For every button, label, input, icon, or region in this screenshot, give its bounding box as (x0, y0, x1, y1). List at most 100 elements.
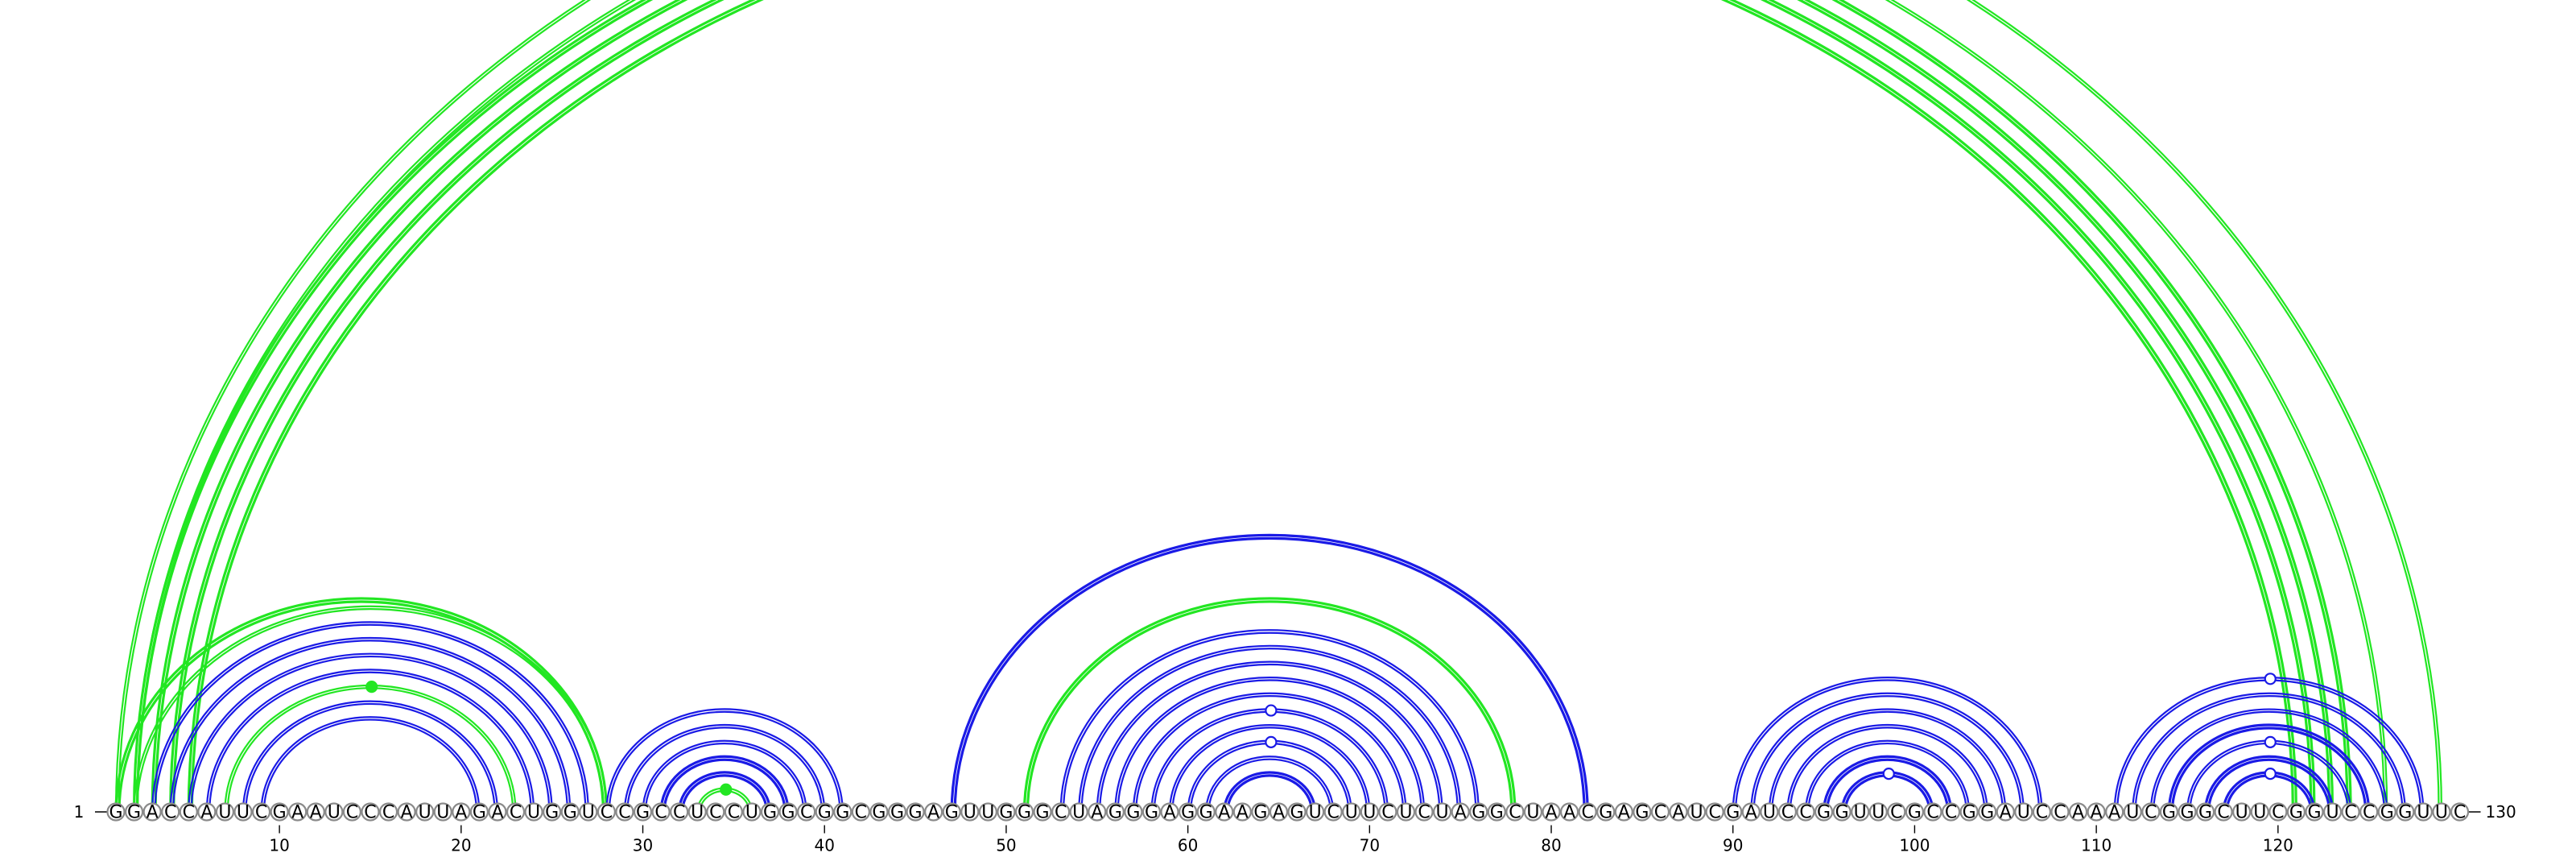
arc-stroke (2134, 695, 2404, 813)
nucleotide-letter: A (2108, 803, 2120, 823)
base-pair-arc (1096, 660, 1443, 813)
arc-stroke (133, 0, 2388, 813)
nucleotide: C (179, 802, 198, 823)
arc-stroke (2149, 708, 2388, 813)
nucleotide-letter: C (510, 803, 522, 823)
nucleotide-letter: C (1799, 803, 1811, 823)
arc-stroke (644, 742, 805, 813)
arc-marker (1882, 768, 1895, 780)
arc-stroke (1171, 727, 1368, 813)
arc-stroke (623, 723, 826, 813)
nucleotide-circle (1433, 802, 1452, 822)
arc-stroke (132, 0, 2352, 813)
nucleotide: A (142, 802, 162, 823)
nucleotide: C (597, 802, 616, 823)
nucleotide: G (1469, 802, 1488, 823)
nucleotide: A (306, 802, 325, 823)
base-pair-arc (1223, 771, 1317, 813)
position-ticks: 10 20 30 40 50 60 70 80 90 100 110 120 (269, 825, 2293, 855)
nucleotide: C (378, 802, 398, 823)
arc-stroke (1789, 727, 1986, 813)
nucleotide-circle (1923, 802, 1942, 822)
nucleotide: A (2105, 802, 2124, 823)
nucleotide: G (633, 802, 653, 823)
base-pair-arc (1205, 756, 1335, 813)
arc-marker (1265, 735, 1278, 748)
nucleotide-letter: G (2198, 803, 2212, 823)
nucleotide-circle (288, 802, 308, 822)
nucleotide: G (1287, 802, 1307, 823)
nucleotide-circle (1232, 802, 1252, 822)
nucleotide: C (1796, 802, 1815, 823)
nucleotide: U (324, 802, 344, 823)
arc-stroke (1099, 663, 1441, 813)
nucleotide-circle (2195, 802, 2215, 822)
nucleotide: A (1741, 802, 1761, 823)
nucleotide-circle (1378, 802, 1397, 822)
arc-stroke (681, 774, 769, 813)
nucleotide-letter: C (855, 803, 867, 823)
nucleotide-circle (1777, 802, 1798, 822)
arc-stroke (1208, 758, 1331, 813)
nucleotide-circle (1905, 802, 1925, 822)
arc-stroke (1022, 597, 1517, 813)
nucleotide-letter: U (691, 803, 704, 823)
nucleotide-letter: G (1126, 803, 1140, 823)
nucleotide: U (524, 802, 543, 823)
nucleotide-circle (233, 802, 253, 822)
nucleotide-letter: G (2307, 803, 2321, 823)
nucleotide: G (543, 802, 562, 823)
nucleotide: C (1923, 802, 1942, 823)
nucleotide-circle (960, 802, 980, 822)
nucleotide-letter: C (2272, 803, 2284, 823)
nucleotide: U (687, 802, 707, 823)
nucleotide-letter: A (491, 803, 503, 823)
nucleotide-letter: U (237, 803, 250, 823)
arc-stroke (154, 623, 587, 813)
tick-label: 40 (815, 836, 835, 855)
base-pair-arc (205, 669, 535, 813)
nucleotide-letter: U (328, 803, 341, 823)
nucleotide-letter: U (582, 803, 595, 823)
arc-stroke (1062, 631, 1477, 813)
nucleotide: A (2087, 802, 2106, 823)
arc-stroke (1732, 677, 2043, 813)
tick-label: 70 (1360, 836, 1380, 855)
nucleotide-circle (1505, 802, 1525, 822)
base-pair-arc (169, 0, 2316, 813)
tick-label: 10 (269, 836, 289, 855)
nucleotide: C (1051, 802, 1071, 823)
nucleotide-circle (1614, 802, 1633, 822)
sequence-start-label: 1 (74, 802, 85, 822)
nucleotide: C (724, 802, 743, 823)
nucleotide-circle (742, 802, 762, 822)
nucleotide: C (1578, 802, 1597, 823)
nucleotide: G (1014, 802, 1034, 823)
base-pair-arc (1786, 723, 1988, 813)
nucleotide: G (1105, 802, 1125, 823)
nucleotide-letter: C (1926, 803, 1938, 823)
nucleotide-letter: C (1327, 803, 1340, 823)
nucleotide-circle (1559, 802, 1579, 822)
tick-label: 100 (1899, 836, 1930, 855)
arc-stroke (1807, 742, 1967, 813)
nucleotide: G (833, 802, 852, 823)
nucleotide-letter: U (419, 803, 431, 823)
nucleotide-letter: C (255, 803, 267, 823)
nucleotide: C (1705, 802, 1724, 823)
nucleotide-letter: G (945, 803, 959, 823)
arc-stroke (172, 640, 568, 813)
nucleotide-letter: C (1890, 803, 1902, 823)
nucleotide: A (488, 802, 507, 823)
nucleotide-letter: A (200, 803, 213, 823)
arc-stroke (1135, 695, 1405, 813)
nucleotide-letter: G (109, 803, 122, 823)
nucleotide-circle (2214, 802, 2233, 822)
nucleotide-letter: G (127, 803, 141, 823)
nucleotide-circle (1978, 802, 1997, 822)
nucleotide-circle (215, 802, 235, 822)
tick: 40 (815, 825, 835, 855)
nucleotide-circle (306, 802, 325, 822)
nucleotide-letter: U (1345, 803, 1358, 823)
base-pair-arc (659, 755, 790, 813)
